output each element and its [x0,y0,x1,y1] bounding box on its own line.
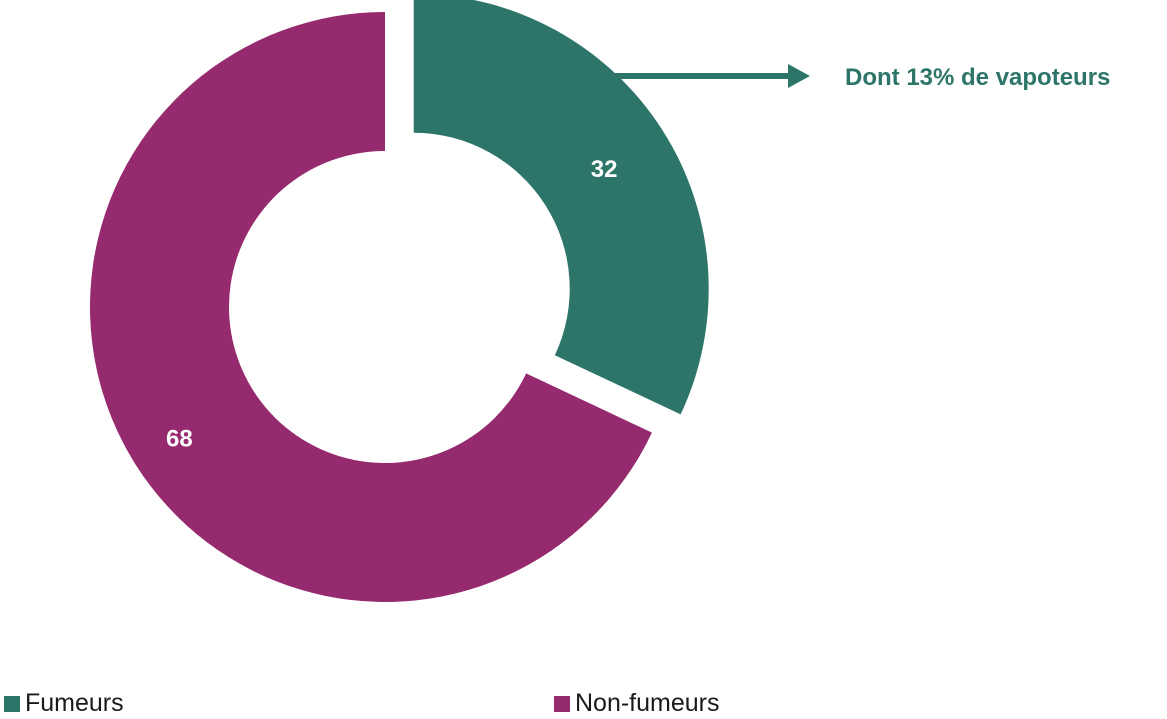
legend-item-non-fumeurs: Non-fumeurs [554,688,720,719]
legend: Fumeurs Non-fumeurs [0,688,1167,719]
slice-fumeurs [413,0,709,415]
annotation-arrow-head [788,64,810,88]
slice-value-label-fumeurs: 32 [591,156,618,183]
slice-value-label-non-fumeurs: 68 [166,425,193,452]
legend-swatch-non-fumeurs [554,695,570,712]
legend-swatch-fumeurs [4,695,20,712]
legend-item-fumeurs: Fumeurs [4,688,124,719]
legend-label-fumeurs: Fumeurs [25,689,124,717]
legend-label-non-fumeurs: Non-fumeurs [575,689,720,717]
annotation-text: Dont 13% de vapoteurs [845,64,1110,91]
slice-non-fumeurs [89,11,652,602]
